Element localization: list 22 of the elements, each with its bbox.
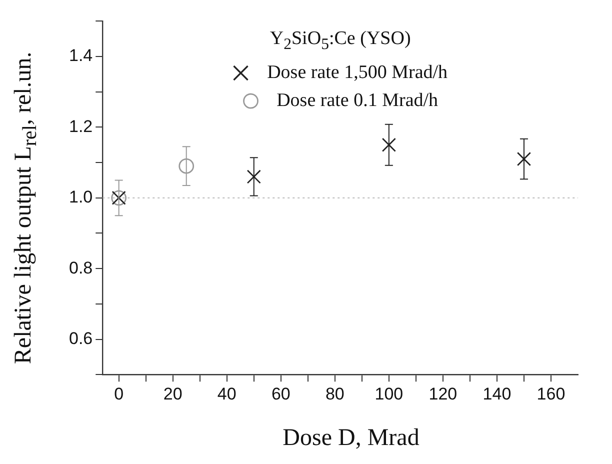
point (382, 138, 396, 152)
x-tick-label: 60 (271, 384, 290, 404)
point (516, 152, 532, 166)
point (246, 170, 261, 184)
legend-label: Dose rate 0.1 Mrad/h (276, 88, 438, 113)
legend-label: Dose rate 1,500 Mrad/h (267, 60, 448, 85)
x-axis-title: Dose D, Mrad (282, 425, 420, 452)
x-tick-label: 0 (114, 384, 124, 404)
y-tick-label: 1.0 (68, 188, 93, 207)
x-tick-label: 40 (217, 384, 236, 404)
x-tick-label: 140 (482, 384, 512, 404)
x-tick-label: 80 (325, 384, 344, 404)
y-tick-label: 0.8 (68, 258, 93, 278)
x-tick-label: 100 (374, 384, 404, 404)
point (178, 158, 194, 174)
y-tick-label: 1.4 (68, 46, 93, 66)
y-tick-label: 0.6 (68, 328, 93, 348)
y-tick-label: 1.2 (68, 116, 93, 136)
x-tick-label: 120 (428, 384, 458, 404)
legend-title: Y$_{2}$SiO$_{5}$:Ce (YSO) (268, 27, 412, 55)
x-tick-label: 160 (536, 384, 566, 404)
x-tick-label: 20 (163, 384, 182, 404)
